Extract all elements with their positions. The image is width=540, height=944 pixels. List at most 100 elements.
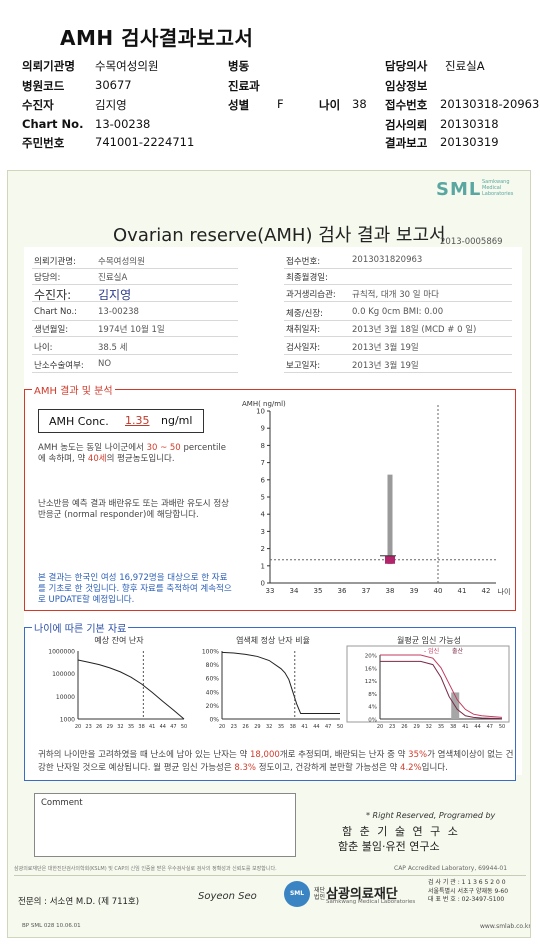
foundation-info-line: 서울특별시 서초구 양재동 9-60 <box>428 887 509 895</box>
report-header-title: AMH 검사결과보고서 <box>60 26 254 50</box>
institute-name-2: 함춘 불임·유전 연구소 <box>338 840 440 853</box>
amh-chart-ytick-label: 5 <box>261 494 265 502</box>
chart3-ytick-label: 12% <box>365 679 377 685</box>
amh-percentile-text: AMH 농도는 동일 나이군에서 30 ~ 50 percentile에 속하며… <box>38 443 230 465</box>
chart2-line <box>221 651 340 715</box>
amh-chart-ytick-label: 6 <box>261 476 266 484</box>
chart3-xtick-label: 47 <box>487 724 493 730</box>
doctor-signature: Soyeon Seo <box>198 891 257 902</box>
chart1-xtick-label: 41 <box>149 724 155 730</box>
cap-accreditation: CAP Accredited Laboratory, 69944-01 <box>394 865 508 872</box>
sample-field-value: 2013년 3월 19일 <box>352 343 419 353</box>
header-field-label: 검사의뢰 <box>385 118 428 132</box>
amh-chart-xtick-label: 40 <box>434 587 443 595</box>
header-field-label: 주민번호 <box>22 136 65 150</box>
patient-field-label: 담당의: <box>34 273 61 283</box>
chart2-ytick-label: 80% <box>206 662 220 669</box>
chart1-xtick-label: 38 <box>138 724 144 730</box>
chart2-xtick-label: 41 <box>301 724 307 730</box>
field-underline <box>32 284 238 285</box>
foundation-name: 삼광의료재단 <box>326 887 398 902</box>
header-field-value: 741001-2224711 <box>95 135 195 149</box>
amh-text-a: AMH 농도는 동일 나이군에서 <box>38 443 144 453</box>
field-underline <box>32 336 238 337</box>
header-field-label: Chart No. <box>22 117 84 131</box>
header-field-value: 20130319 <box>440 135 499 149</box>
amh-text-b: percentile에 속하며, 약 <box>38 443 226 464</box>
foundation-info: 검 사 기 관 : 1 1 3 6 5 2 0 0 서울특별시 서초구 양재동 … <box>428 879 508 905</box>
header-field-label: 담당의사 <box>385 59 428 73</box>
chart1-ytick-label: 100000 <box>52 671 75 678</box>
summary-text-b: 개로 추정되며, 배란되는 난자 중 약 <box>279 750 406 760</box>
patient-field-label: 난소수술여부: <box>34 361 84 371</box>
amh-chart-xtick-label: 37 <box>362 587 371 595</box>
amh-conc-label: AMH Conc. <box>49 415 109 428</box>
report-sheet: SML Samkwang Medical Laboratories Ovaria… <box>7 170 531 938</box>
amh-chart-ytick-label: 8 <box>261 442 265 450</box>
sample-field-value: 2013031820963 <box>352 255 423 265</box>
field-underline <box>32 320 238 321</box>
patient-field-value: 김지영 <box>98 288 132 302</box>
comment-label: Comment <box>41 798 83 808</box>
chart1-xtick-label: 35 <box>128 724 134 730</box>
doctor-line: 전문의 : 서소연 M.D. (제 711호) <box>18 897 140 907</box>
chart1-xtick-label: 47 <box>170 724 176 730</box>
chart1-xtick-label: 26 <box>96 724 102 730</box>
chart3-xtick-label: 38 <box>450 724 456 730</box>
website: www.smlab.co.kr <box>480 923 531 930</box>
chart1-xtick-label: 44 <box>160 724 166 730</box>
normal-egg-ratio-chart: 100% 80% 60% 40% 20% 0%20 23 26 29 32 35 38 41 44 47 50 <box>202 649 343 731</box>
field-underline <box>284 372 512 373</box>
field-underline <box>32 372 238 373</box>
institute-name-1: 함 춘 기 술 연 구 소 <box>342 825 460 838</box>
amh-chart-xtick-label: 35 <box>314 587 323 595</box>
field-underline <box>284 354 512 355</box>
chart2-xtick-label: 20 <box>219 724 225 730</box>
amh-chart-ylabel: AMH( ng/ml) <box>242 400 286 408</box>
amh-chart-xlabel: 나이 <box>498 587 510 596</box>
summary-text-a: 귀하의 나이만을 고려하였을 때 난소에 남아 있는 난자는 약 <box>38 750 248 760</box>
chart1-xtick-label: 20 <box>75 724 81 730</box>
rights-notice: * Right Reserved, Programed by <box>366 811 496 820</box>
chart2-xtick-label: 35 <box>278 724 284 730</box>
header-field-label: 진료과 <box>228 79 260 93</box>
chart2-ytick-label: 0% <box>209 717 219 724</box>
amh-patient-point <box>385 555 395 564</box>
header-field-label: 결과보고 <box>385 136 428 150</box>
chart3-xtick-label: 26 <box>401 724 407 730</box>
foundation-info-line: 검 사 기 관 : 1 1 3 6 5 2 0 0 <box>428 879 506 886</box>
amh-chart: AMH( ng/ml) 0 1 2 3 4 5 6 7 8 9 10 33 34 35 36 37 38 39 40 4… <box>234 397 510 607</box>
chart3-title: 월평균 임신 가능성 <box>397 636 461 645</box>
chart3-ytick-label: 8% <box>368 692 377 698</box>
chart3-ytick-label: 0% <box>368 718 377 724</box>
chart2-xtick-label: 50 <box>337 724 343 730</box>
amh-chart-ytick-label: 0 <box>261 580 265 588</box>
sample-field-value: 규칙적, 대개 30 일 마다 <box>352 290 439 300</box>
header-field-value: 13-00238 <box>95 117 151 131</box>
chart3-ytick-label: 20% <box>365 654 377 660</box>
patient-field-value: 1974년 10월 1일 <box>98 325 165 335</box>
age-section-label: 나이에 따른 기본 자료 <box>32 620 129 635</box>
sample-field-label: 검사일자: <box>286 343 321 353</box>
amh-conc-unit: ng/ml <box>161 414 193 427</box>
patient-field-label: 의뢰기관명: <box>34 257 76 267</box>
chart3-xtick-label: 50 <box>499 724 505 730</box>
summary-text-d: 정도이고, 건강하게 분만할 가능성은 약 <box>258 763 398 773</box>
summary-egg-count: 18,000 <box>250 750 280 760</box>
patient-field-value: NO <box>98 359 112 369</box>
chart1-xtick-label: 29 <box>107 724 113 730</box>
header-field-value: 38 <box>352 97 367 111</box>
chart3-frame <box>346 645 510 723</box>
chart2-xtick-label: 32 <box>266 724 272 730</box>
chart2-xtick-label: 47 <box>325 724 331 730</box>
report-title: Ovarian reserve(AMH) 검사 결과 보고서 <box>113 225 446 246</box>
chart3-legend-pregnancy: - 임신 <box>424 647 439 655</box>
field-underline <box>284 284 512 285</box>
amh-data-note: 본 결과는 한국인 여성 16,972명을 대상으로 한 자료를 기초로 한 것… <box>38 573 232 605</box>
header-field-value: 30677 <box>95 78 132 92</box>
summary-normal-pct: 35% <box>408 750 428 760</box>
sample-field-label: 과거생리습관: <box>286 290 336 300</box>
field-underline <box>32 268 238 269</box>
sml-logo: SML <box>436 179 482 200</box>
